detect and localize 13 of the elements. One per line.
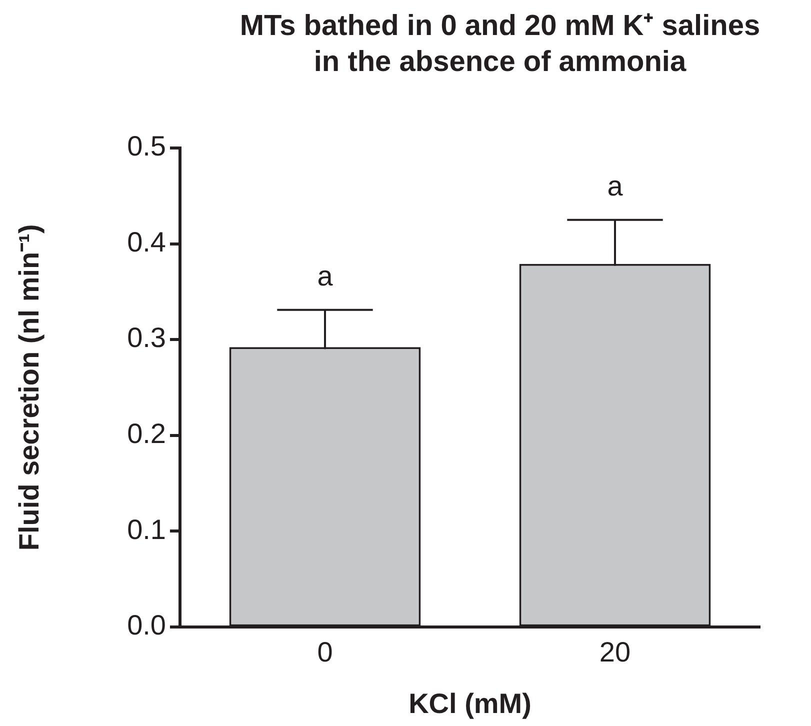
chart-title: MTs bathed in 0 and 20 mM K⁺ salines in the absence of ammonia bbox=[238, 9, 762, 80]
x-axis-title: KCl (mM) bbox=[408, 688, 532, 719]
y-tick-label: 0.4 bbox=[127, 226, 166, 258]
y-tick-label: 0.3 bbox=[127, 322, 166, 354]
x-tick-label: 20 bbox=[599, 636, 631, 668]
annotation: a bbox=[607, 170, 624, 202]
y-tick-label: 0.5 bbox=[127, 130, 166, 162]
y-tick-label: 0.2 bbox=[127, 418, 166, 449]
y-axis-title: Fluid secretion (nl min⁻¹) bbox=[14, 224, 45, 551]
y-tick-label: 0.1 bbox=[127, 514, 166, 545]
annotation: a bbox=[317, 260, 334, 292]
y-tick-label: 0.0 bbox=[127, 610, 166, 641]
x-tick-label: 0 bbox=[317, 636, 333, 668]
